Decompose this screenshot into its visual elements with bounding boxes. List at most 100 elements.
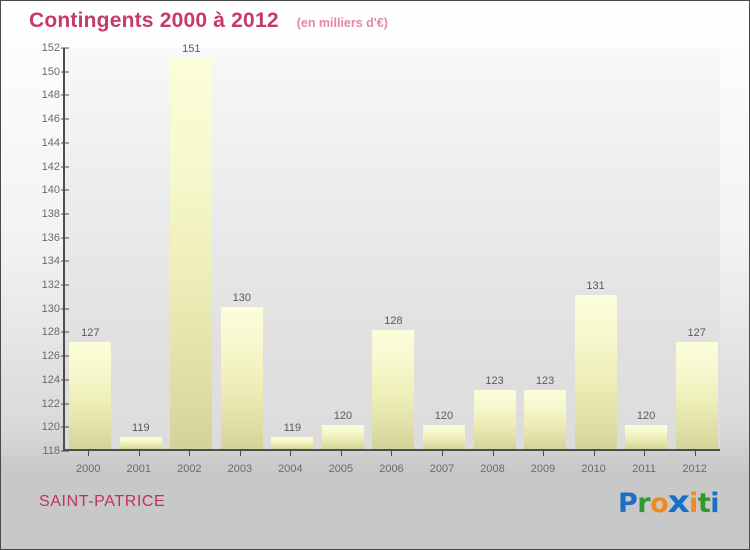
y-axis-tick-mark [61,426,69,428]
y-axis-tick-mark [61,71,69,73]
bar-value-label: 128 [384,315,403,328]
plot-wrapper: 152 150 148 146 144 142 140 138 136 134 132 130 128 1… [42,42,722,475]
bar-value-label: 127 [687,327,706,340]
y-axis-tick-mark [61,118,69,120]
bar-slot: 151 [166,43,217,449]
y-axis-tick-mark [61,166,69,168]
bar[interactable]: 123 [524,375,567,449]
x-axis: 2000 2001 2002 2003 2004 2005 2006 2007 2008 2009… [63,451,720,477]
bar[interactable]: 131 [574,280,617,449]
y-axis-tick-mark [61,450,69,452]
x-axis-tick: 2012 [669,451,720,477]
bar-slot: 119 [267,46,318,449]
bar-value-label: 123 [535,374,555,387]
x-axis-tick: 2001 [114,451,165,477]
x-axis-tick-mark [492,451,494,456]
bar-slot: 127 [65,46,116,449]
x-axis-tick-label: 2006 [379,463,404,475]
y-axis-tick-label: 128 [41,326,60,339]
y-axis-tick-label: 152 [41,42,60,54]
x-axis-tick-mark [391,451,393,456]
y-axis-tick-label: 124 [41,373,60,386]
bar-value-label: 131 [586,279,605,292]
y-axis-tick-mark [61,47,69,49]
y-axis-tick-label: 132 [41,279,60,292]
logo-letter-o-2: o [650,488,669,519]
y-axis-tick-label: 138 [41,207,60,220]
bar[interactable]: 128 [372,315,415,449]
chart-subtitle: (en milliers d'€) [296,15,388,30]
y-axis-tick-mark [61,284,69,286]
y-axis-tick-label: 122 [41,397,60,410]
x-axis-tick: 2008 [467,451,518,477]
bar[interactable]: 120 [422,410,465,449]
x-axis-tick-mark [644,451,646,456]
bar-slot: 127 [671,46,722,449]
bar[interactable]: 127 [69,327,112,449]
bar[interactable]: 123 [473,375,516,449]
y-axis-tick-label: 146 [41,113,60,126]
x-axis-tick-label: 2002 [177,463,202,475]
y-axis-tick-label: 130 [41,302,60,315]
x-axis-tick-label: 2009 [530,463,556,475]
x-axis-tick-label: 2011 [632,463,656,475]
logo-letter-r-1: r [637,488,651,519]
y-axis-tick-mark [61,142,69,144]
bar-slot: 120 [419,46,470,449]
x-axis-tick-label: 2008 [480,463,505,475]
bar-value-label: 151 [182,42,201,55]
x-axis-tick-label: 2005 [328,463,354,475]
x-axis-tick-mark [138,451,140,456]
bar[interactable]: 120 [321,410,364,449]
bar[interactable]: 130 [220,292,263,449]
bar-slot: 119 [116,46,167,449]
x-axis-tick-mark [189,451,191,456]
x-axis-tick-mark [593,451,595,456]
y-axis-tick-mark [61,260,69,262]
x-axis-tick: 2007 [417,451,468,477]
x-axis-tick-mark [340,451,342,456]
x-axis-tick: 2009 [518,451,569,477]
bar-slot: 128 [368,46,419,449]
x-axis-tick: 2003 [215,451,266,477]
x-axis-tick: 2011 [619,451,670,477]
bar-value-label: 120 [333,410,353,423]
y-axis-tick-label: 118 [42,445,60,457]
y-axis-tick-mark [61,379,69,381]
x-axis-tick-label: 2003 [227,463,253,475]
y-axis-tick-label: 136 [41,231,60,244]
bar[interactable]: 120 [625,410,668,449]
bar-value-label: 120 [434,410,454,423]
y-axis-tick-label: 134 [41,255,60,268]
y-axis-tick-label: 142 [41,160,60,173]
logo-letter-P-0: P [618,488,638,519]
x-axis-tick: 2006 [366,451,417,477]
bar-value-label: 120 [636,410,656,423]
y-axis-tick-label: 144 [41,136,60,149]
x-axis-tick-label: 2001 [126,463,152,475]
page-title: Contingents 2000 à 2012 [29,9,279,32]
logo-letter-x-3: x [667,485,690,520]
x-axis-tick-mark [694,451,696,456]
chart-footer: SAINT-PATRICE Proxiti [1,477,749,549]
bar[interactable]: 119 [271,422,314,449]
bar-slot: 130 [217,46,268,449]
bar-value-label: 130 [232,291,252,304]
bar[interactable]: 151 [170,43,213,449]
y-axis-tick-mark [61,355,69,357]
y-axis-tick-mark [61,189,69,191]
bar-value-label: 119 [283,422,302,435]
x-axis-tick-label: 2007 [429,463,455,475]
x-axis-tick: 2010 [568,451,619,477]
x-axis-tick-mark [239,451,241,456]
bar[interactable]: 119 [119,422,162,449]
bar-value-label: 127 [81,327,100,340]
bar-value-label: 123 [485,374,504,387]
y-axis-tick-mark [61,213,69,215]
y-axis-tick-mark [61,403,69,405]
proxiti-logo[interactable]: Proxiti [618,485,719,520]
bar[interactable]: 127 [675,327,718,449]
y-axis-tick-label: 150 [41,65,60,78]
y-axis-tick-label: 140 [41,184,60,197]
